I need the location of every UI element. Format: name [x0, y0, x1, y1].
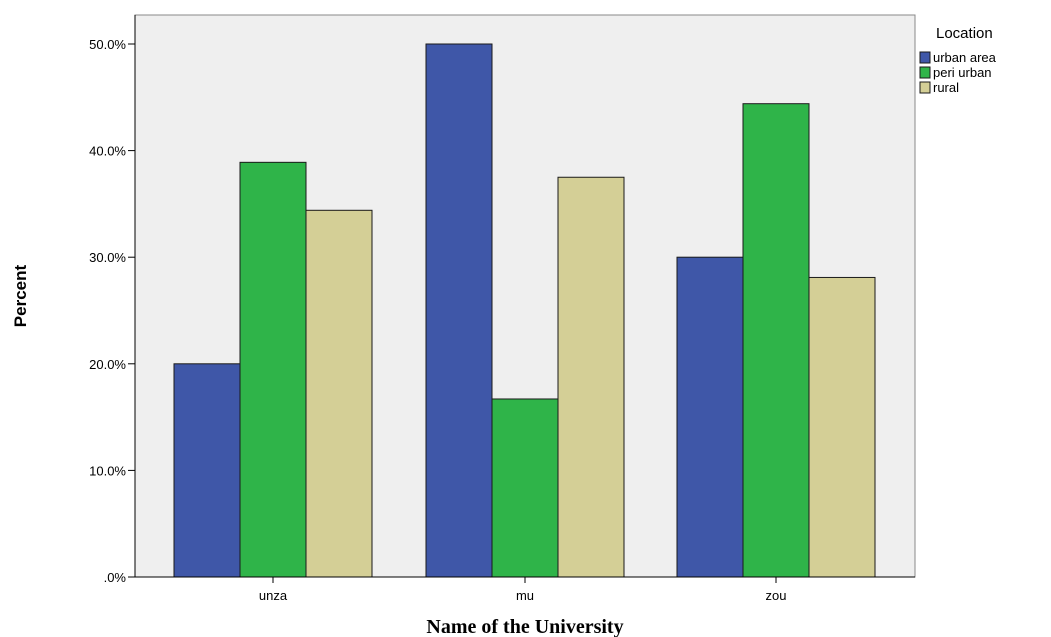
y-ticks-group: .0% 10.0% 20.0% 30.0% 40.0% 50.0% [89, 37, 135, 585]
y-tick-label: 40.0% [89, 144, 126, 159]
x-tick-label: unza [259, 588, 288, 603]
legend-label: rural [933, 80, 959, 95]
bar-mu-peri-urban [491, 398, 559, 578]
bars-group [173, 43, 876, 578]
y-tick-label: 20.0% [89, 357, 126, 372]
y-tick-label: 30.0% [89, 250, 126, 265]
bar-zou-urban-area [676, 256, 744, 578]
bar-mu-rural [557, 176, 625, 578]
x-ticks-group: unza mu zou [259, 577, 787, 603]
x-tick-label: mu [516, 588, 534, 603]
legend-label: peri urban [933, 65, 992, 80]
bar-zou-peri-urban [742, 103, 810, 578]
bar-unza-urban-area [173, 363, 241, 578]
legend-title: Location [936, 25, 993, 42]
y-axis-label: Percent [11, 264, 30, 327]
bar-zou-rural [808, 276, 876, 578]
bar-unza-rural [305, 209, 373, 578]
y-tick-label: 10.0% [89, 463, 126, 478]
x-axis-label: Name of the University [426, 616, 623, 637]
x-tick-label: zou [766, 588, 787, 603]
y-tick-label: 50.0% [89, 37, 126, 52]
legend-swatch [919, 81, 931, 94]
legend-swatch [919, 51, 931, 64]
y-tick-label: .0% [104, 570, 127, 585]
bar-mu-urban-area [425, 43, 493, 578]
legend-label: urban area [933, 50, 997, 65]
legend-swatch [919, 66, 931, 79]
bar-unza-peri-urban [239, 161, 307, 578]
